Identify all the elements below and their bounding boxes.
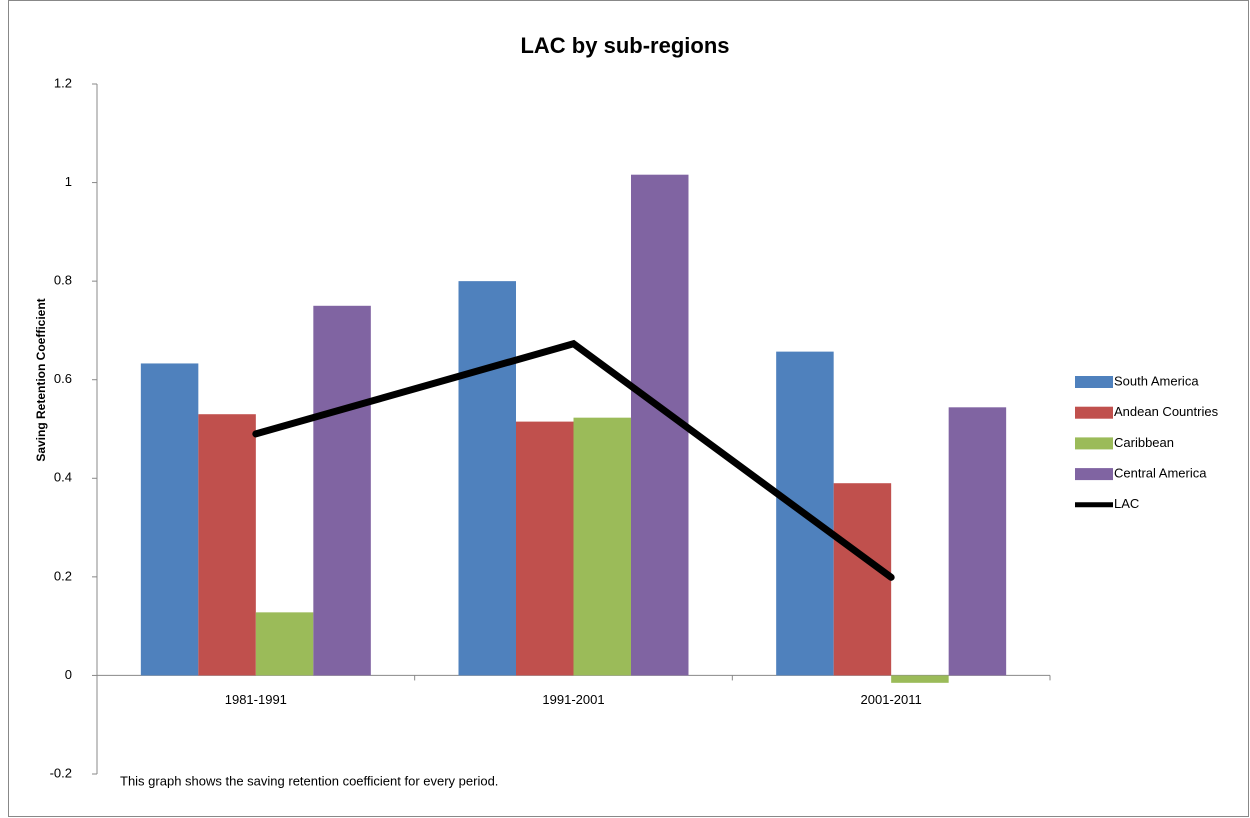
legend-label: South America (1114, 373, 1199, 388)
y-tick-label: 0.6 (54, 371, 72, 386)
legend-swatch (1075, 437, 1113, 450)
line (252, 339, 895, 581)
bar (198, 414, 256, 676)
legend-label: Central America (1114, 466, 1207, 481)
y-tick-label: 0.2 (54, 568, 72, 583)
y-tick-label: -0.2 (50, 765, 72, 780)
x-tick-label: 1991-2001 (542, 692, 604, 707)
bar (516, 421, 574, 676)
bar (255, 612, 314, 676)
bar (573, 417, 631, 676)
chart-title: LAC by sub-regions (520, 33, 729, 58)
legend-swatch (1075, 468, 1113, 481)
y-tick-label: 0.8 (54, 273, 72, 288)
legend-swatch (1075, 406, 1113, 419)
legend-label: LAC (1114, 496, 1139, 511)
bar (833, 483, 892, 676)
y-tick-label: 1 (65, 174, 72, 189)
bar (458, 281, 517, 676)
y-tick-label: 0 (65, 667, 72, 682)
x-tick-label: 2001-2011 (861, 692, 922, 707)
bar (891, 675, 949, 683)
bar (948, 407, 1007, 676)
y-tick-label: 0.4 (54, 470, 72, 485)
legend-label: Caribbean (1114, 435, 1174, 450)
footnote: This graph shows the saving retention co… (120, 773, 498, 788)
bar (140, 363, 199, 676)
legend-label: Andean Countries (1114, 404, 1219, 419)
chart-border (8, 0, 1249, 817)
y-tick-label: 1.2 (54, 75, 72, 90)
bar (313, 305, 371, 676)
x-tick-label: 1981-1991 (225, 692, 287, 707)
y-axis-label: Saving Retention Coefficient (34, 298, 48, 461)
legend-swatch (1075, 376, 1113, 388)
